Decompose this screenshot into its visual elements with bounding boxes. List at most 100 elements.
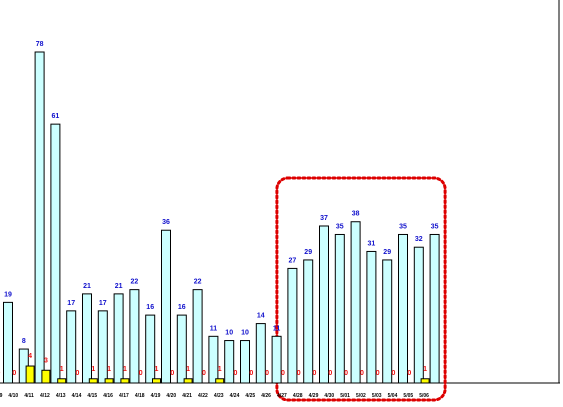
value-label-sub-8: 1 (123, 366, 127, 373)
value-label-sub-13: 0 (202, 370, 206, 377)
bar-main-20 (319, 225, 329, 384)
value-label-sub-9: 0 (139, 370, 143, 377)
bar-main-17 (271, 335, 282, 384)
x-tick-label-15: 4/24 (230, 393, 240, 399)
value-label-main-25: 35 (399, 223, 407, 230)
bar-sub-12 (183, 378, 193, 384)
value-label-sub-4: 1 (60, 366, 64, 373)
x-tick-label-23: 5/02 (356, 393, 366, 399)
bar-sub-10 (152, 378, 161, 384)
value-label-main-9: 16 (146, 304, 154, 311)
bar-main-5 (82, 293, 92, 384)
value-label-sub-24: 0 (376, 370, 380, 377)
value-label-sub-3: 3 (44, 357, 48, 364)
x-tick-label-1: 4/10 (8, 393, 18, 399)
x-tick-label-27: 5/06 (419, 393, 429, 399)
x-tick-label-20: 4/29 (309, 393, 319, 399)
x-tick-label-9: 4/18 (135, 393, 145, 399)
value-label-main-2: 78 (36, 41, 44, 48)
value-label-sub-16: 0 (249, 370, 253, 377)
value-label-main-4: 17 (67, 300, 75, 307)
bar-main-27 (429, 233, 440, 384)
x-tick-label-22: 5/01 (340, 393, 350, 399)
value-label-main-5: 21 (83, 283, 91, 290)
bar-main-23 (366, 250, 377, 384)
value-label-sub-2: 4 (28, 353, 32, 360)
x-tick-label-10: 4/19 (151, 393, 161, 399)
value-label-main-12: 22 (194, 279, 202, 286)
value-label-main-17: 11 (273, 325, 281, 332)
value-label-main-19: 29 (304, 249, 312, 256)
x-tick-label-26: 5/05 (403, 393, 413, 399)
x-tick-label-19: 4/28 (293, 393, 303, 399)
bar-main-13 (208, 335, 219, 384)
bar-main-0 (3, 301, 13, 384)
bar-main-18 (287, 267, 298, 384)
value-label-main-13: 11 (210, 325, 218, 332)
x-tick-label-16: 4/25 (245, 393, 255, 399)
value-label-main-1: 8 (22, 338, 26, 345)
x-tick-label-7: 4/16 (103, 393, 113, 399)
x-tick-label-18: 4/27 (277, 393, 287, 399)
value-label-main-0: 19 (4, 291, 12, 298)
value-label-sub-1: 0 (12, 370, 16, 377)
value-label-main-18: 27 (289, 257, 297, 264)
bar-sub-2 (25, 365, 35, 384)
value-label-sub-20: 0 (313, 370, 317, 377)
value-label-main-10: 36 (162, 219, 170, 226)
value-label-sub-18: 0 (281, 370, 285, 377)
x-tick-label-11: 4/20 (166, 393, 176, 399)
bar-main-24 (382, 259, 393, 384)
value-label-main-20: 37 (320, 215, 328, 222)
value-label-sub-12: 1 (186, 366, 190, 373)
value-label-main-27: 35 (431, 223, 439, 230)
bar-main-21 (334, 233, 345, 384)
bar-main-19 (303, 259, 314, 384)
x-tick-label-3: 4/12 (40, 393, 50, 399)
value-label-sub-15: 0 (234, 370, 238, 377)
bar-main-4 (66, 310, 77, 384)
value-label-sub-17: 0 (265, 370, 269, 377)
value-label-main-11: 16 (178, 304, 186, 311)
value-label-main-15: 10 (241, 330, 249, 337)
x-tick-label-12: 4/21 (182, 393, 192, 399)
value-label-main-21: 35 (336, 223, 344, 230)
bar-main-12 (192, 289, 203, 384)
bar-main-2 (34, 51, 45, 384)
value-label-sub-22: 0 (344, 370, 348, 377)
bar-main-22 (350, 221, 361, 384)
x-tick-label-0: 4/09 (0, 393, 3, 399)
value-label-sub-6: 1 (91, 366, 95, 373)
value-label-sub-25: 0 (392, 370, 396, 377)
x-tick-label-8: 4/17 (119, 393, 129, 399)
bar-sub-27 (420, 378, 430, 384)
value-label-main-14: 10 (225, 330, 233, 337)
bar-main-16 (255, 323, 266, 384)
highlight-region (275, 176, 447, 402)
x-tick-label-5: 4/14 (72, 393, 82, 399)
bar-sub-6 (88, 378, 98, 384)
bar-sub-8 (120, 378, 130, 384)
value-label-main-6: 17 (99, 300, 107, 307)
bar-sub-7 (104, 378, 114, 384)
x-tick-label-14: 4/23 (214, 393, 224, 399)
value-label-sub-26: 0 (407, 370, 411, 377)
value-label-main-24: 29 (383, 249, 391, 256)
value-label-sub-5: 0 (76, 370, 80, 377)
value-label-main-26: 32 (415, 236, 423, 243)
value-label-main-7: 21 (115, 283, 123, 290)
bar-main-6 (97, 310, 108, 384)
bar-main-8 (129, 289, 140, 384)
bar-sub-4 (57, 378, 67, 384)
bar-main-7 (113, 293, 124, 384)
value-label-main-8: 22 (131, 279, 139, 286)
x-tick-label-25: 5/04 (388, 393, 398, 399)
value-label-sub-11: 0 (170, 370, 174, 377)
value-label-sub-21: 0 (328, 370, 332, 377)
value-label-main-3: 61 (52, 113, 60, 120)
value-label-sub-19: 0 (297, 370, 301, 377)
value-label-sub-23: 0 (360, 370, 364, 377)
value-label-sub-10: 1 (155, 366, 159, 373)
bar-main-15 (240, 340, 250, 384)
